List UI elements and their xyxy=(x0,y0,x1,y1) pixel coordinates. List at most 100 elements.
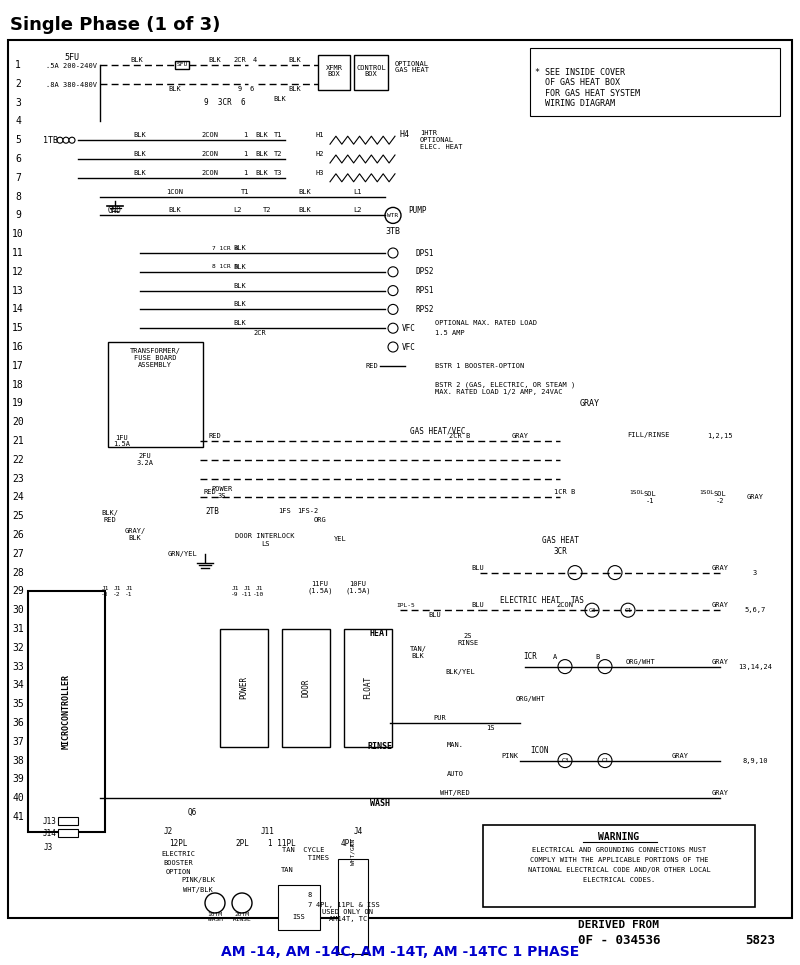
Circle shape xyxy=(585,603,599,618)
Text: 3TB: 3TB xyxy=(386,227,401,235)
Text: Q6: Q6 xyxy=(187,808,197,816)
Text: 2CR: 2CR xyxy=(254,330,266,336)
Text: NATIONAL ELECTRICAL CODE AND/OR OTHER LOCAL: NATIONAL ELECTRICAL CODE AND/OR OTHER LO… xyxy=(528,867,710,873)
Text: GRAY: GRAY xyxy=(580,399,600,408)
Text: RED: RED xyxy=(209,433,222,439)
Text: SFU: SFU xyxy=(176,63,188,68)
Text: WTR: WTR xyxy=(387,213,398,218)
Text: 3: 3 xyxy=(753,569,757,575)
Text: 8: 8 xyxy=(15,192,21,202)
Text: ICR: ICR xyxy=(523,652,537,661)
Text: 13: 13 xyxy=(12,286,24,295)
Text: 33: 33 xyxy=(12,662,24,672)
Text: 17: 17 xyxy=(12,361,24,371)
Text: FUSE BOARD: FUSE BOARD xyxy=(134,355,176,361)
Text: 38: 38 xyxy=(12,756,24,765)
Bar xyxy=(220,629,268,747)
Text: MICROCONTROLLER: MICROCONTROLLER xyxy=(62,675,70,749)
Text: GAS HEAT
3CR: GAS HEAT 3CR xyxy=(542,537,578,556)
Text: 31: 31 xyxy=(12,624,24,634)
Text: 32: 32 xyxy=(12,643,24,652)
Text: 2S
RINSE: 2S RINSE xyxy=(458,633,478,647)
Text: GRAY: GRAY xyxy=(671,753,689,758)
Text: C3: C3 xyxy=(588,608,596,613)
Bar xyxy=(282,629,330,747)
Text: 9: 9 xyxy=(15,210,21,220)
Text: BLK/
RED: BLK/ RED xyxy=(102,510,118,523)
Text: J1
-1: J1 -1 xyxy=(126,586,133,596)
Text: 16: 16 xyxy=(12,342,24,352)
Circle shape xyxy=(57,137,63,143)
Text: 35: 35 xyxy=(12,700,24,709)
Text: BLK: BLK xyxy=(134,170,146,176)
Text: DOOR: DOOR xyxy=(302,678,310,697)
Text: 24: 24 xyxy=(12,492,24,503)
Text: 8,9,10: 8,9,10 xyxy=(742,758,768,763)
Text: J1
-3: J1 -3 xyxy=(102,586,109,596)
Text: GRAY: GRAY xyxy=(511,433,529,439)
Text: T2: T2 xyxy=(262,207,271,213)
Text: H4: H4 xyxy=(400,129,410,139)
Circle shape xyxy=(205,893,225,913)
Text: WARNING: WARNING xyxy=(598,832,639,842)
Text: BLK: BLK xyxy=(234,320,246,326)
Text: 1FU
1.5A: 1FU 1.5A xyxy=(114,434,130,448)
Text: BLK: BLK xyxy=(298,188,311,195)
Text: ISS: ISS xyxy=(293,914,306,920)
Text: ELECTRICAL AND GROUNDING CONNECTIONS MUST: ELECTRICAL AND GROUNDING CONNECTIONS MUS… xyxy=(532,847,706,853)
Text: 30: 30 xyxy=(12,605,24,616)
Text: 12PL: 12PL xyxy=(169,840,187,848)
Bar xyxy=(344,629,392,747)
Text: SOL
-2: SOL -2 xyxy=(714,491,726,504)
Text: GRAY: GRAY xyxy=(711,602,729,608)
Text: TAN: TAN xyxy=(281,867,294,873)
Text: 1: 1 xyxy=(15,60,21,70)
Text: BLK: BLK xyxy=(234,283,246,289)
Text: ORG/WHT: ORG/WHT xyxy=(515,696,545,703)
Text: RINSE: RINSE xyxy=(367,742,393,752)
Text: WHT/GRN: WHT/GRN xyxy=(350,839,355,866)
Text: 2TB: 2TB xyxy=(205,507,219,515)
Circle shape xyxy=(558,754,572,767)
Text: 11: 11 xyxy=(12,248,24,258)
Text: 20: 20 xyxy=(12,417,24,427)
Circle shape xyxy=(598,754,612,767)
Text: BLK: BLK xyxy=(274,96,286,101)
Text: L2: L2 xyxy=(354,207,362,213)
Bar xyxy=(278,885,320,930)
Text: GRAY: GRAY xyxy=(711,658,729,665)
Text: J4: J4 xyxy=(354,828,362,837)
Text: 39: 39 xyxy=(12,774,24,785)
Bar xyxy=(338,859,368,954)
Text: 1.5 AMP: 1.5 AMP xyxy=(435,330,465,336)
Text: J13: J13 xyxy=(43,817,57,826)
Text: H3: H3 xyxy=(316,170,324,176)
Circle shape xyxy=(63,137,69,143)
Text: 7 1CR 4: 7 1CR 4 xyxy=(212,245,238,251)
Text: HEAT: HEAT xyxy=(370,629,390,639)
Text: XFMR
BOX: XFMR BOX xyxy=(326,65,342,77)
Text: BLK: BLK xyxy=(289,57,302,63)
Text: H2: H2 xyxy=(316,151,324,157)
Circle shape xyxy=(388,342,398,352)
Text: 9: 9 xyxy=(238,86,242,92)
Text: 23: 23 xyxy=(12,474,24,483)
Text: 10TM
WASH: 10TM WASH xyxy=(207,912,222,923)
Text: BLK: BLK xyxy=(134,132,146,138)
Text: RPS2: RPS2 xyxy=(415,305,434,314)
Text: 1,2,15: 1,2,15 xyxy=(707,433,733,439)
Text: DPS2: DPS2 xyxy=(415,267,434,276)
Text: WHT/BLK: WHT/BLK xyxy=(183,887,213,893)
Text: C1: C1 xyxy=(624,608,632,613)
Text: C3: C3 xyxy=(562,758,569,763)
Text: GRAY: GRAY xyxy=(746,494,763,501)
Circle shape xyxy=(598,660,612,674)
Text: DPS1: DPS1 xyxy=(415,249,434,258)
Text: C1: C1 xyxy=(602,758,609,763)
Text: BSTR 2 (GAS, ELECTRIC, OR STEAM ): BSTR 2 (GAS, ELECTRIC, OR STEAM ) xyxy=(435,381,575,388)
Text: BLK: BLK xyxy=(209,57,222,63)
Text: 4: 4 xyxy=(15,117,21,126)
Text: A: A xyxy=(553,653,557,660)
Text: GRAY: GRAY xyxy=(711,790,729,796)
Text: 8: 8 xyxy=(308,892,312,898)
